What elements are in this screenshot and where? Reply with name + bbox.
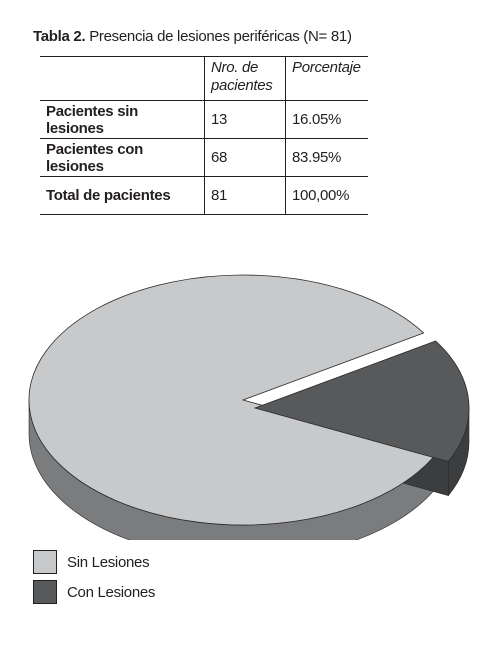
pie-slice-sin-lesiones (28, 274, 438, 526)
caption-text: Presencia de lesiones periféricas (N= 81… (89, 28, 352, 45)
legend-item-con-lesiones: Con Lesiones (33, 580, 155, 604)
row-count: 81 (204, 176, 286, 215)
row-percent: 100,00% (285, 176, 368, 215)
header-count: Nro. de pacientes (204, 56, 286, 101)
pie-chart (28, 274, 470, 540)
table-row: Pacientes sin lesiones 13 16.05% (40, 100, 368, 139)
legend-label: Sin Lesiones (67, 553, 150, 571)
legend-swatch (33, 580, 57, 604)
row-percent: 83.95% (285, 138, 368, 177)
caption-label: Tabla 2. (33, 28, 86, 45)
row-percent: 16.05% (285, 100, 368, 139)
header-blank (40, 56, 205, 101)
row-label: Total de pacientes (40, 176, 205, 215)
data-table: Nro. de pacientes Porcentaje Pacientes s… (40, 56, 368, 215)
table-caption: Tabla 2. Presencia de lesiones periféric… (33, 28, 352, 45)
row-label: Pacientes con lesiones (40, 138, 205, 177)
row-count: 13 (204, 100, 286, 139)
table-row: Total de pacientes 81 100,00% (40, 176, 368, 215)
table-row: Pacientes con lesiones 68 83.95% (40, 138, 368, 177)
table-header-row: Nro. de pacientes Porcentaje (40, 56, 368, 101)
legend: Sin Lesiones Con Lesiones (33, 550, 155, 610)
header-percent: Porcentaje (285, 56, 368, 101)
pie-slice-con-lesiones (253, 340, 470, 463)
row-count: 68 (204, 138, 286, 177)
legend-item-sin-lesiones: Sin Lesiones (33, 550, 155, 574)
row-label: Pacientes sin lesiones (40, 100, 205, 139)
legend-swatch (33, 550, 57, 574)
legend-label: Con Lesiones (67, 583, 156, 601)
